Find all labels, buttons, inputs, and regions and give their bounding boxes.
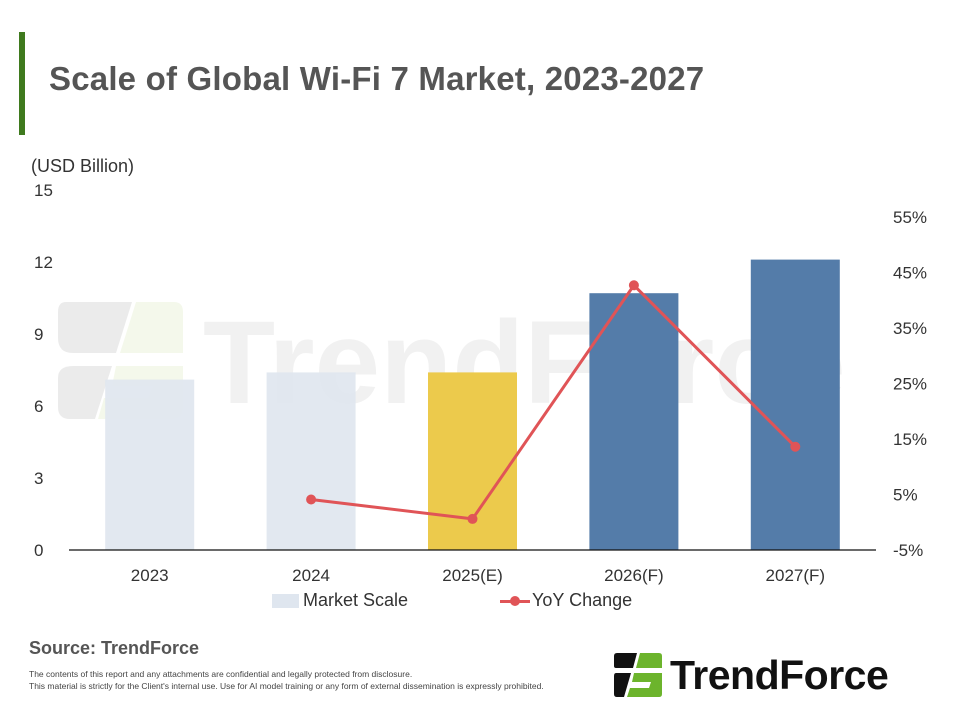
- left-axis-tick: 0: [34, 541, 43, 560]
- left-axis-tick: 15: [34, 181, 53, 200]
- legend-label-market-scale: Market Scale: [303, 590, 409, 610]
- x-axis-tick: 2027(F): [766, 566, 826, 585]
- left-axis-tick: 12: [34, 253, 53, 272]
- right-axis-tick: 15%: [893, 430, 927, 449]
- bar-2024: [266, 372, 356, 550]
- legend-item-yoy-change[interactable]: YoY Change: [500, 590, 632, 611]
- right-axis-tick: 55%: [893, 208, 927, 227]
- bar-2026f: [589, 293, 679, 550]
- disclaimer: The contents of this report and any atta…: [29, 669, 544, 692]
- legend: Market Scale YoY Change: [272, 590, 632, 611]
- x-axis-tick: 2026(F): [604, 566, 664, 585]
- yoy-point-2025e: [467, 513, 478, 524]
- x-axis-tick: 2023: [131, 566, 169, 585]
- legend-swatch-bar: [272, 593, 299, 608]
- trendforce-logo-icon: [614, 653, 662, 697]
- left-axis-unit-label: (USD Billion): [31, 156, 135, 176]
- legend-swatch-line: [500, 595, 531, 607]
- x-axis-tick: 2025(E): [442, 566, 502, 585]
- chart-title: Scale of Global Wi-Fi 7 Market, 2023-202…: [49, 60, 705, 97]
- title-accent-bar: [19, 32, 25, 135]
- bar-2027f: [750, 259, 840, 550]
- legend-item-market-scale[interactable]: Market Scale: [272, 590, 408, 611]
- bar-2023: [105, 379, 195, 550]
- yoy-point-2027f: [790, 441, 801, 452]
- logo-text: TrendForce: [670, 652, 889, 698]
- right-axis-tick: -5%: [893, 541, 923, 560]
- right-axis-tick: 5%: [893, 486, 918, 505]
- disclaimer-line-1: The contents of this report and any atta…: [29, 669, 413, 679]
- yoy-point-2026f: [628, 280, 639, 291]
- yoy-change-line: [310, 283, 797, 521]
- left-axis-tick: 6: [34, 397, 43, 416]
- left-axis-tick: 3: [34, 469, 43, 488]
- right-axis-tick: 45%: [893, 264, 927, 283]
- x-axis-tick: 2024: [292, 566, 330, 585]
- disclaimer-line-2: This material is strictly for the Client…: [29, 680, 544, 691]
- left-axis-tick: 9: [34, 325, 43, 344]
- right-axis-tick: 25%: [893, 375, 927, 394]
- right-axis-tick: 35%: [893, 319, 927, 338]
- legend-label-yoy-change: YoY Change: [532, 590, 633, 610]
- source-label: Source: TrendForce: [29, 638, 200, 658]
- trendforce-logo[interactable]: TrendForce: [614, 652, 889, 698]
- yoy-point-2024: [306, 494, 317, 505]
